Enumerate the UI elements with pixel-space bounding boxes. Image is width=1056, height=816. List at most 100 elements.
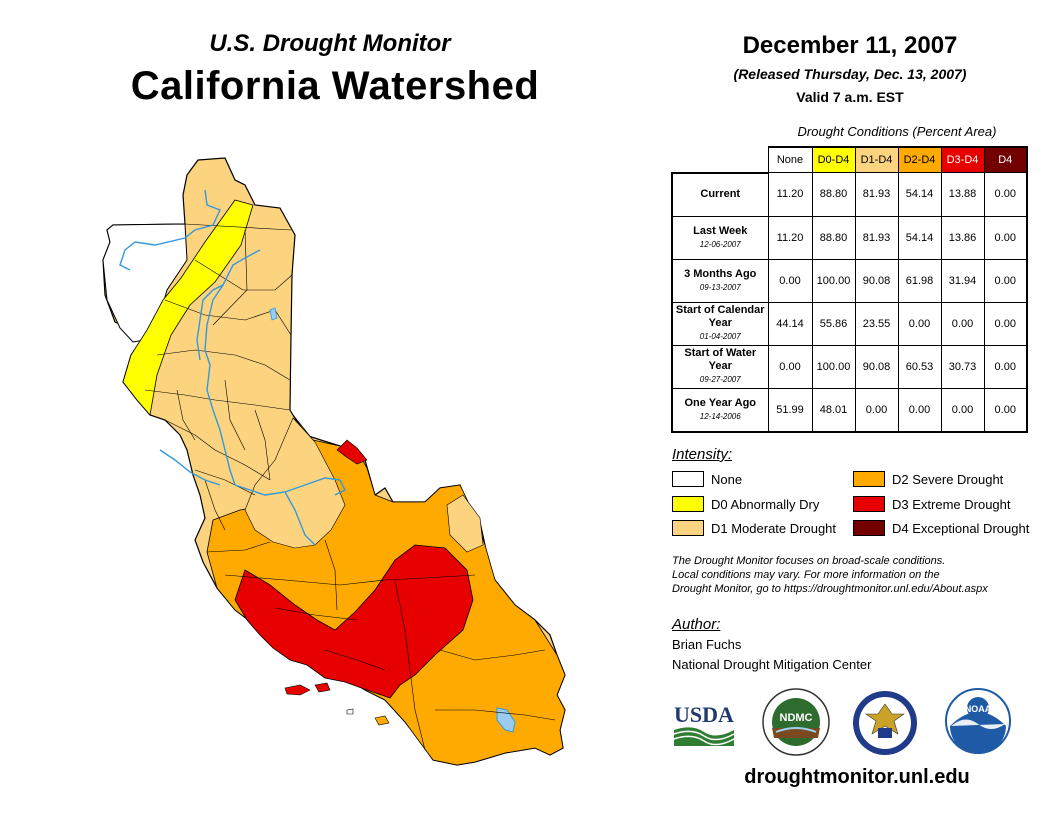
table-cell: 31.94	[940, 258, 985, 303]
row-label-text: Last Week	[693, 224, 748, 237]
table-cell: 81.93	[854, 172, 899, 217]
legend-swatch-d0	[672, 496, 704, 512]
legend-swatch-d4	[853, 520, 885, 536]
table-cell: 0.00	[983, 215, 1028, 260]
region-d3-ne	[336, 439, 368, 465]
table-row: Current 11.20 88.80 81.93 54.14 13.88 0.…	[671, 172, 1028, 217]
col-header-d1-d4: D1-D4	[854, 146, 899, 173]
legend-label: D2 Severe Drought	[892, 471, 1004, 487]
channel-island-4	[346, 708, 354, 715]
table-cell: 0.00	[767, 258, 813, 303]
col-header-d4: D4	[983, 146, 1028, 173]
channel-island-1	[284, 684, 311, 696]
channel-island-3	[374, 715, 390, 726]
county-lines	[144, 223, 556, 751]
table-cell: 0.00	[983, 301, 1028, 346]
table-cell: 55.86	[811, 301, 856, 346]
legend-heading: Intensity:	[672, 446, 733, 463]
legend-item-d1: D1 Moderate Drought	[672, 520, 836, 536]
legend-swatch-d1	[672, 520, 704, 536]
table-row: Start of Calendar Year 01-04-2007 44.14 5…	[671, 301, 1028, 346]
table-cell: 48.01	[811, 387, 856, 433]
table-cell: 81.93	[854, 215, 899, 260]
row-date: 09-13-2007	[699, 282, 741, 292]
channel-island-2	[314, 682, 331, 693]
table-cell: 0.00	[897, 387, 942, 433]
commerce-seal	[852, 690, 918, 756]
row-label-text: Start of Calendar Year	[675, 304, 765, 329]
table-cell: 0.00	[983, 258, 1028, 303]
release-date: (Released Thursday, Dec. 13, 2007)	[733, 66, 967, 82]
table-cell: 100.00	[811, 258, 856, 303]
row-label-text: Start of Water Year	[684, 347, 757, 372]
legend-item-d4: D4 Exceptional Drought	[853, 520, 1029, 536]
table-cell: 0.00	[767, 344, 813, 389]
table-cell: 11.20	[767, 215, 813, 260]
region-d1-east	[446, 494, 484, 553]
table-cell: 54.14	[897, 172, 942, 217]
region-d3	[234, 544, 474, 699]
lake-tahoe	[269, 307, 278, 321]
table-cell: 30.73	[940, 344, 985, 389]
disclaimer-note: The Drought Monitor focuses on broad-sca…	[672, 554, 1042, 596]
col-header-d2-d4: D2-D4	[897, 146, 942, 173]
row-label-text: Current	[700, 188, 741, 200]
table-row: Start of Water Year 09-27-2007 0.00 100.0…	[671, 344, 1028, 389]
table-cell: 13.88	[940, 172, 985, 217]
row-label: Start of Water Year 09-27-2007	[671, 344, 769, 389]
river-lines	[119, 189, 346, 546]
region-d0	[122, 199, 254, 416]
legend-swatch-none	[672, 471, 704, 487]
table-cell: 61.98	[897, 258, 942, 303]
row-label: One Year Ago 12-14-2006	[671, 387, 769, 433]
row-label: 3 Months Ago 09-13-2007	[671, 258, 769, 303]
legend-label: None	[711, 471, 743, 487]
table-cell: 13.86	[940, 215, 985, 260]
note-line: The Drought Monitor focuses on broad-sca…	[672, 555, 946, 567]
legend-item-d0: D0 Abnormally Dry	[672, 496, 819, 512]
drought-conditions-table: None D0-D4 D1-D4 D2-D4 D3-D4 D4 Current …	[671, 146, 1028, 433]
legend-swatch-d3	[853, 496, 885, 512]
table-cell: 51.99	[767, 387, 813, 433]
row-date: 12-06-2007	[699, 239, 741, 249]
usda-logo-text: USDA	[674, 702, 734, 727]
table-cell: 0.00	[897, 301, 942, 346]
table-cell: 88.80	[811, 215, 856, 260]
note-line: Drought Monitor, go to https://droughtmo…	[672, 583, 988, 595]
website-url[interactable]: droughtmonitor.unl.edu	[744, 766, 970, 788]
usda-logo: USDA	[672, 700, 736, 748]
table-cell: 0.00	[940, 387, 985, 433]
table-cell: 11.20	[767, 172, 813, 217]
legend-item-d2: D2 Severe Drought	[853, 471, 1003, 487]
table-corner	[672, 147, 769, 174]
table-cell: 90.08	[854, 258, 899, 303]
table-row: 3 Months Ago 09-13-2007 0.00 100.00 90.08…	[671, 258, 1028, 303]
map-date: December 11, 2007	[742, 32, 958, 59]
legend-swatch-d2	[853, 471, 885, 487]
row-date: 09-27-2007	[699, 375, 741, 384]
table-cell: 0.00	[983, 344, 1028, 389]
table-row: Last Week 12-06-2007 11.20 88.80 81.93 54…	[671, 215, 1028, 260]
ndmc-logo-text: NDMC	[780, 712, 813, 724]
col-header-d0-d4: D0-D4	[811, 146, 856, 173]
noaa-logo: NOAA	[945, 688, 1011, 754]
table-cell: 0.00	[983, 387, 1028, 433]
table-caption: Drought Conditions (Percent Area)	[797, 124, 997, 139]
legend-label: D4 Exceptional Drought	[892, 520, 1030, 536]
legend-item-none: None	[672, 471, 742, 487]
table-cell: 100.00	[811, 344, 856, 389]
table-cell: 0.00	[983, 172, 1028, 217]
legend-label: D0 Abnormally Dry	[711, 496, 820, 512]
row-label-text: 3 Months Ago	[684, 267, 757, 280]
noaa-logo-text: NOAA	[965, 704, 992, 714]
drought-map	[95, 150, 570, 770]
table-row: One Year Ago 12-14-2006 51.99 48.01 0.00 …	[671, 387, 1028, 433]
table-cell: 0.00	[854, 387, 899, 433]
table-cell: 88.80	[811, 172, 856, 217]
row-date: 12-14-2006	[699, 411, 741, 421]
map-title: California Watershed	[130, 64, 540, 108]
col-header-none: None	[767, 146, 813, 173]
row-label: Last Week 12-06-2007	[671, 215, 769, 260]
table-cell: 0.00	[940, 301, 985, 346]
table-cell: 54.14	[897, 215, 942, 260]
